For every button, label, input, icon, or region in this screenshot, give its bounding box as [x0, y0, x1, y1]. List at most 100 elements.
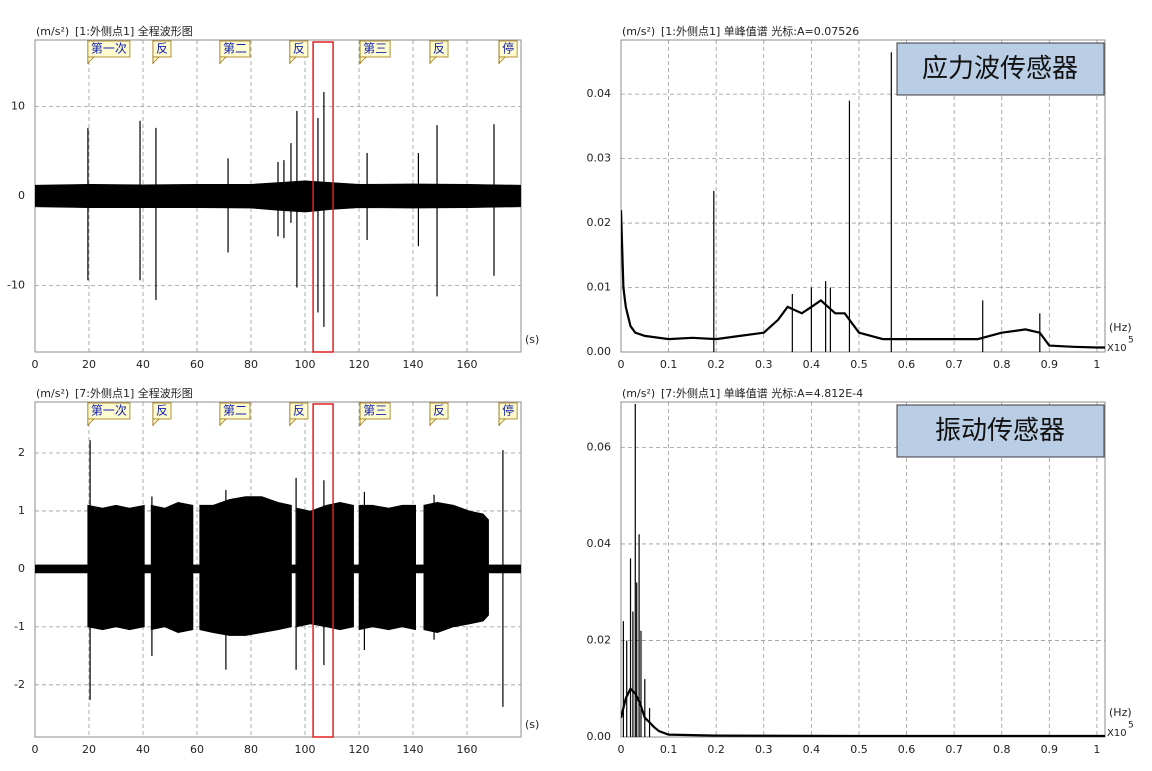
event-flag-tail	[359, 418, 368, 426]
event-flag-tail	[289, 56, 297, 64]
event-flag-tail	[219, 56, 227, 64]
chart-panel: (m/s²) [1:外侧点1] 单峰值谱 光标:A=0.07526 0 0.1 0.2 0…	[587, 24, 1134, 371]
event-flag	[429, 402, 449, 420]
y-tick-label: 0.00	[587, 730, 612, 743]
event-flag	[429, 40, 449, 58]
x-exponent: 5	[1128, 721, 1134, 731]
x-tick-label: 0.4	[803, 358, 821, 371]
y-unit: (m/s²)	[36, 387, 69, 400]
x-tick-label: 140	[403, 358, 424, 371]
event-flag-tail	[498, 56, 507, 64]
event-label: 第三	[363, 404, 387, 418]
y-tick-label: -10	[7, 279, 25, 292]
event-flag-tail	[87, 56, 95, 64]
x-tick-label: 0.8	[993, 358, 1011, 371]
x-tick-label: 0.5	[850, 358, 868, 371]
plot-area	[621, 403, 1105, 737]
event-label: 反	[156, 404, 168, 418]
x-tick-label: 0.2	[707, 358, 725, 371]
event-flag	[152, 402, 172, 420]
event-flag	[359, 40, 391, 58]
x-tick-label: 0.6	[898, 743, 916, 756]
chart-panel: (m/s²) [7:外侧点1] 单峰值谱 光标:A=4.812E-4 0 0.1 0.2…	[587, 386, 1134, 756]
signal-band	[423, 501, 489, 634]
y-tick-label: 2	[18, 446, 25, 459]
y-tick-label: -2	[14, 678, 25, 691]
x-tick-label: 100	[295, 743, 316, 756]
x-unit: (s)	[525, 718, 539, 731]
y-tick-label: 0.06	[587, 440, 612, 453]
event-flag-tail	[289, 418, 297, 426]
x-tick-label: 0.7	[945, 743, 963, 756]
x-tick-label: 80	[244, 358, 258, 371]
x-tick-label: 0.6	[898, 358, 916, 371]
plot-area	[35, 92, 521, 327]
event-flag	[498, 40, 518, 58]
x-tick-label: 0.2	[707, 743, 725, 756]
event-flag-tail	[87, 418, 95, 426]
event-flag-tail	[498, 418, 507, 426]
event-label: 第一次	[91, 404, 127, 418]
y-unit: (m/s²)	[622, 387, 655, 400]
y-tick-label: 0.01	[587, 281, 612, 294]
y-tick-label: 0.02	[587, 633, 612, 646]
x-multiplier: X10	[1107, 728, 1127, 739]
y-unit: (m/s²)	[36, 25, 69, 38]
event-flag-tail	[359, 56, 368, 64]
x-tick-label: 160	[457, 743, 478, 756]
y-tick-label: 0.00	[587, 345, 612, 358]
signal-band	[296, 501, 354, 631]
x-tick-label: 0.9	[1041, 358, 1059, 371]
event-flag	[87, 402, 131, 420]
event-label: 反	[293, 42, 305, 56]
event-label: 第一次	[91, 42, 127, 56]
event-flag-tail	[429, 56, 437, 64]
x-tick-label: 1	[1093, 743, 1100, 756]
x-tick-label: 0	[618, 743, 625, 756]
event-label: 反	[433, 42, 445, 56]
x-unit: (s)	[525, 333, 539, 346]
x-tick-label: 0.3	[755, 358, 773, 371]
x-tick-label: 20	[82, 743, 96, 756]
annotation-box	[896, 404, 1105, 458]
event-label: 停	[502, 41, 514, 56]
x-tick-label: 0	[618, 358, 625, 371]
y-tick-label: 0.03	[587, 152, 612, 165]
event-label: 反	[433, 404, 445, 418]
spectrum-line	[621, 686, 1105, 737]
plot-frame	[620, 39, 1106, 353]
x-tick-label: 0.1	[660, 743, 678, 756]
annotation-box	[896, 42, 1105, 96]
y-unit: (m/s²)	[622, 25, 655, 38]
event-flag	[219, 402, 251, 420]
x-tick-label: 100	[295, 358, 316, 371]
event-label: 反	[156, 42, 168, 56]
event-flag	[87, 40, 131, 58]
event-label: 停	[502, 403, 514, 418]
x-tick-label: 60	[190, 358, 204, 371]
event-flag-tail	[219, 418, 227, 426]
x-tick-label: 40	[136, 743, 150, 756]
x-tick-label: 0	[32, 358, 39, 371]
y-tick-label: 0	[18, 562, 25, 575]
event-flag	[289, 402, 309, 420]
x-tick-label: 0.5	[850, 743, 868, 756]
x-tick-label: 60	[190, 743, 204, 756]
x-tick-label: 0	[32, 743, 39, 756]
signal-band	[358, 504, 416, 631]
signal-band	[199, 496, 292, 636]
y-tick-label: 0	[18, 189, 25, 202]
highlight-box	[312, 403, 334, 738]
x-tick-label: 140	[403, 743, 424, 756]
signal-band	[87, 504, 145, 631]
event-flag	[219, 40, 251, 58]
x-tick-label: 0.1	[660, 358, 678, 371]
event-flag-tail	[152, 56, 160, 64]
event-label: 第二	[223, 404, 247, 418]
chart-title: [7:外侧点1] 单峰值谱 光标:A=4.812E-4	[661, 386, 863, 400]
x-tick-label: 80	[244, 743, 258, 756]
y-tick-label: 0.02	[587, 216, 612, 229]
